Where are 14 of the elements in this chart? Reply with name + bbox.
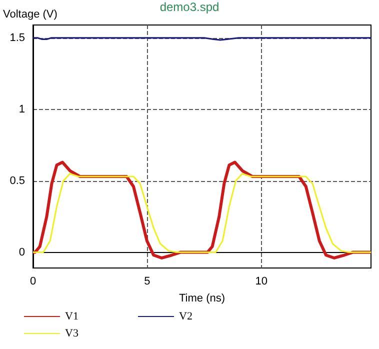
- legend-label: V3: [65, 328, 79, 340]
- y-tick-label: 1.5: [10, 32, 25, 44]
- x-tick-label: 5: [144, 276, 150, 288]
- legend-label: V1: [65, 310, 78, 322]
- legend-label: V2: [179, 310, 192, 322]
- chart-title: demo3.spd: [160, 0, 220, 14]
- line-series: [32, 172, 372, 254]
- y-tick-label: 0: [18, 246, 25, 258]
- y-tick-label: 0.5: [10, 174, 25, 187]
- x-axis-title: Time (ns): [178, 292, 226, 304]
- x-tick-label: 10: [255, 276, 268, 288]
- y-axis-title: Voltage (V): [3, 8, 58, 20]
- x-tick-label: 0: [30, 276, 36, 288]
- y-tick-label: 1: [18, 103, 25, 116]
